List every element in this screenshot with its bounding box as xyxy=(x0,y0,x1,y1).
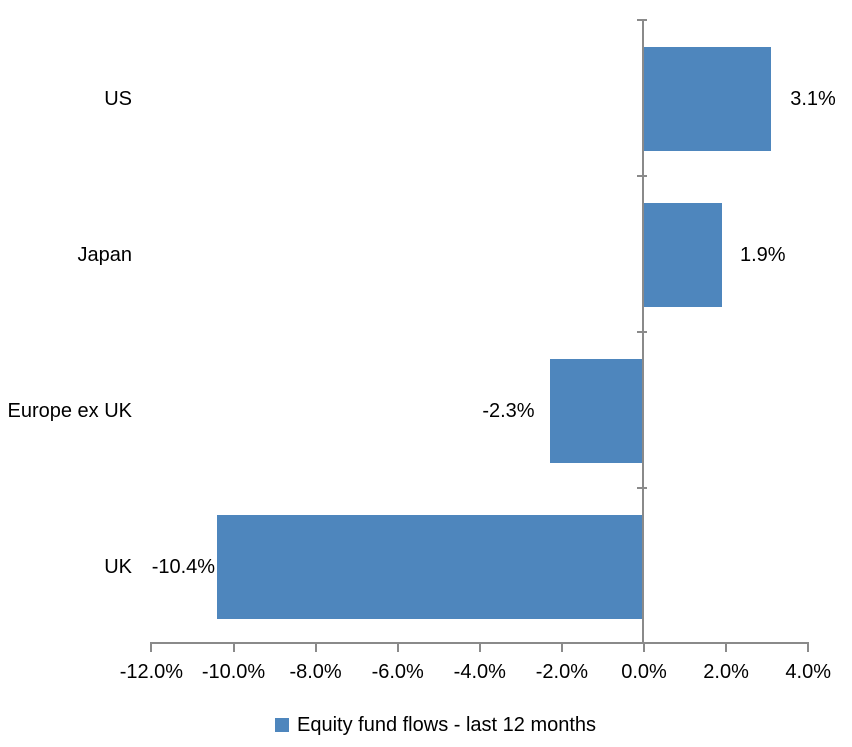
x-tick-label: -8.0% xyxy=(289,661,342,683)
x-axis-tick xyxy=(807,644,810,652)
category-axis-tick xyxy=(637,487,647,489)
category-label: Europe ex UK xyxy=(7,400,132,422)
x-tick-label: 2.0% xyxy=(703,661,749,683)
x-axis-tick xyxy=(643,644,645,652)
x-axis-tick xyxy=(150,644,153,652)
x-tick-label: 4.0% xyxy=(785,661,831,683)
bar xyxy=(549,359,644,463)
x-tick-label: -12.0% xyxy=(119,661,184,683)
x-tick-label: -4.0% xyxy=(453,661,506,683)
data-label: 1.9% xyxy=(739,244,786,266)
legend-label: Equity fund flows - last 12 months xyxy=(297,713,597,736)
x-tick-label: -6.0% xyxy=(371,661,424,683)
data-label: -10.4% xyxy=(151,556,216,578)
category-label: US xyxy=(104,88,132,110)
legend-swatch xyxy=(275,718,289,732)
x-axis-tick xyxy=(560,644,563,652)
category-label: UK xyxy=(104,556,132,578)
bar xyxy=(217,515,644,619)
x-tick-label: 0.0% xyxy=(621,661,667,683)
x-axis-tick xyxy=(396,644,399,652)
x-axis-tick xyxy=(314,644,317,652)
x-tick-label: -2.0% xyxy=(535,661,589,683)
category-axis-tick xyxy=(637,175,647,177)
bar xyxy=(644,203,722,307)
legend: Equity fund flows - last 12 months xyxy=(275,711,596,739)
bar xyxy=(644,47,772,151)
x-axis-tick xyxy=(232,644,235,652)
data-label: 3.1% xyxy=(790,88,836,110)
category-axis-tick xyxy=(637,19,647,21)
x-axis-line xyxy=(150,642,810,644)
x-axis-tick xyxy=(478,644,481,652)
category-label: Japan xyxy=(77,244,133,266)
x-tick-label: -10.0% xyxy=(201,661,266,683)
data-label: -2.3% xyxy=(482,400,535,422)
x-axis-tick xyxy=(725,644,728,652)
category-axis-tick xyxy=(637,331,647,333)
